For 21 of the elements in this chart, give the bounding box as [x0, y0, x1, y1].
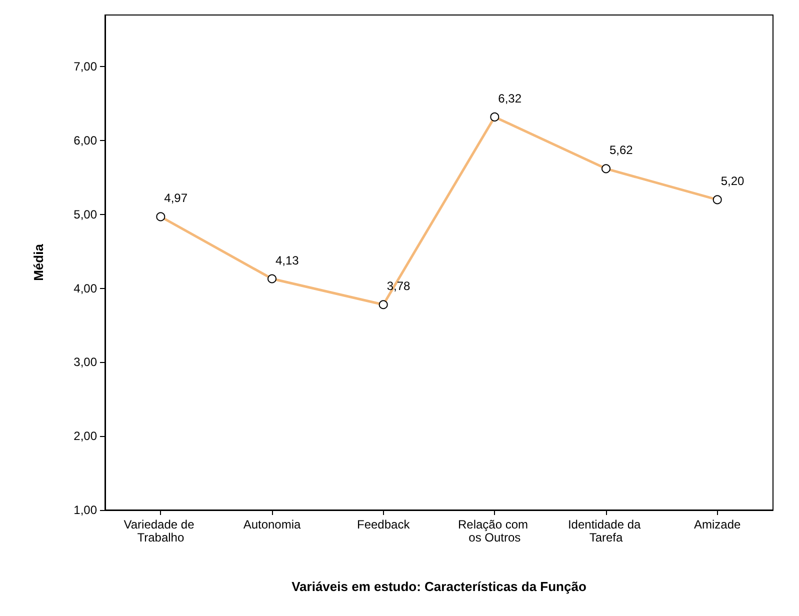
data-label: 6,32: [498, 91, 522, 106]
y-tick-label: 6,00: [74, 134, 98, 148]
data-label: 5,20: [720, 174, 745, 188]
y-tick-label: 3,00: [74, 355, 98, 370]
y-tick-label: 2,00: [74, 429, 98, 444]
x-axis-title: Variáveis em estudo: Características da Função: [292, 579, 586, 594]
y-tick-label: 4,00: [74, 281, 98, 296]
y-tick-label: 1,00: [74, 503, 98, 517]
data-label: 3,78: [386, 279, 411, 294]
y-tick-label: 5,00: [74, 207, 98, 222]
x-tick-label: Autonomia: [243, 518, 302, 532]
x-tick-label: Feedback: [356, 518, 411, 532]
x-tick-label: Amizade: [694, 518, 742, 532]
data-label: 5,62: [610, 143, 634, 158]
x-tick-label: Relação com os Outros: [458, 518, 532, 544]
x-tick-label: Variedade de Trabalho: [124, 518, 198, 544]
y-tick-label: 7,00: [74, 60, 98, 74]
x-tick-label: Identidade da Tarefa: [568, 518, 644, 544]
y-axis-title: Média: [31, 243, 46, 281]
data-label: 4,97: [164, 191, 188, 206]
data-label: 4,13: [276, 253, 300, 268]
